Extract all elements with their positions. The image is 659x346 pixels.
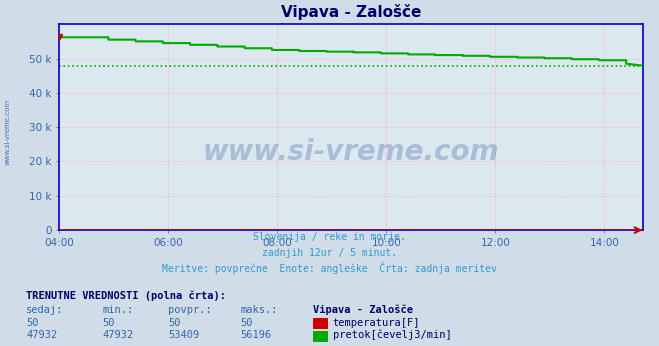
Text: maks.:: maks.: bbox=[241, 305, 278, 315]
Text: 56196: 56196 bbox=[241, 330, 272, 340]
Title: Vipava - Zalošče: Vipava - Zalošče bbox=[281, 4, 421, 20]
Text: Slovenija / reke in morje.: Slovenija / reke in morje. bbox=[253, 233, 406, 243]
Text: 47932: 47932 bbox=[102, 330, 133, 340]
Text: www.si-vreme.com: www.si-vreme.com bbox=[203, 138, 499, 166]
Text: 53409: 53409 bbox=[168, 330, 199, 340]
Text: TRENUTNE VREDNOSTI (polna črta):: TRENUTNE VREDNOSTI (polna črta): bbox=[26, 291, 226, 301]
Text: sedaj:: sedaj: bbox=[26, 305, 64, 315]
Text: 50: 50 bbox=[102, 318, 115, 328]
Text: 50: 50 bbox=[26, 318, 39, 328]
Text: Meritve: povprečne  Enote: angleške  Črta: zadnja meritev: Meritve: povprečne Enote: angleške Črta:… bbox=[162, 262, 497, 274]
Text: zadnjih 12ur / 5 minut.: zadnjih 12ur / 5 minut. bbox=[262, 248, 397, 258]
Text: Vipava - Zalošče: Vipava - Zalošče bbox=[313, 304, 413, 315]
Text: min.:: min.: bbox=[102, 305, 133, 315]
Text: 50: 50 bbox=[168, 318, 181, 328]
Text: 47932: 47932 bbox=[26, 330, 57, 340]
Text: temperatura[F]: temperatura[F] bbox=[333, 318, 420, 328]
Text: 50: 50 bbox=[241, 318, 253, 328]
Text: www.si-vreme.com: www.si-vreme.com bbox=[5, 98, 11, 165]
Text: pretok[čevelj3/min]: pretok[čevelj3/min] bbox=[333, 330, 451, 340]
Text: povpr.:: povpr.: bbox=[168, 305, 212, 315]
